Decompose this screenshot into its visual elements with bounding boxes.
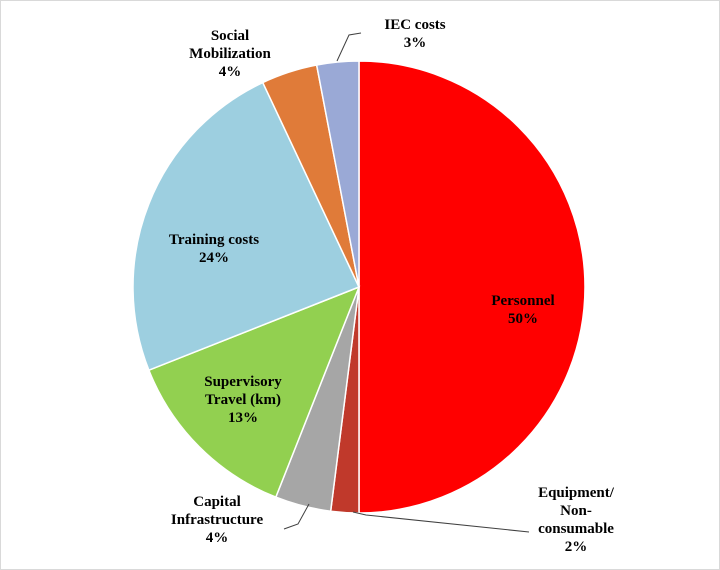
slice-label-line: Travel (km) <box>205 392 281 408</box>
slice-label-line: 4% <box>206 530 229 546</box>
slice-label-3: Supervisory Travel (km) 13% <box>204 374 282 426</box>
slice-label-2: Capital Infrastructure 4% <box>171 494 264 546</box>
slice-label-1: Equipment/Non-consumable 2% <box>538 485 615 555</box>
slice-label-5: Social Mobilization 4% <box>189 28 271 80</box>
slice-label-line: Equipment/ <box>538 485 615 501</box>
slice-label-line: Personnel <box>491 293 554 309</box>
leader-line-1 <box>352 511 530 533</box>
pie-slice-3 <box>147 285 361 499</box>
slice-label-6: IEC costs 3% <box>384 17 445 51</box>
slice-label-line: 13% <box>228 410 258 426</box>
slice-label-line: 3% <box>404 35 427 51</box>
slice-label-line: Supervisory <box>204 374 282 390</box>
pie-slice-6 <box>315 60 360 288</box>
slice-label-line: 50% <box>508 311 538 327</box>
slice-label-line: Capital <box>193 494 241 510</box>
slice-label-line: Infrastructure <box>171 512 264 528</box>
leader-line-6 <box>336 32 362 62</box>
slice-label-line: Non- <box>560 503 592 519</box>
pie-slice-0 <box>358 60 586 514</box>
slice-label-0: Personnel 50% <box>491 293 554 327</box>
leader-line-2 <box>283 503 310 530</box>
slice-label-line: 4% <box>219 64 242 80</box>
slice-label-line: 2% <box>565 539 588 555</box>
slice-label-line: IEC costs <box>384 17 445 33</box>
slice-label-line: 24% <box>199 250 229 266</box>
slice-label-line: Social <box>211 28 249 44</box>
slice-label-4: Training costs 24% <box>169 232 259 266</box>
slice-label-line: Mobilization <box>189 46 271 62</box>
pie-slice-4 <box>132 81 361 372</box>
slice-label-line: Training costs <box>169 232 259 248</box>
slice-label-line: consumable <box>538 521 614 537</box>
